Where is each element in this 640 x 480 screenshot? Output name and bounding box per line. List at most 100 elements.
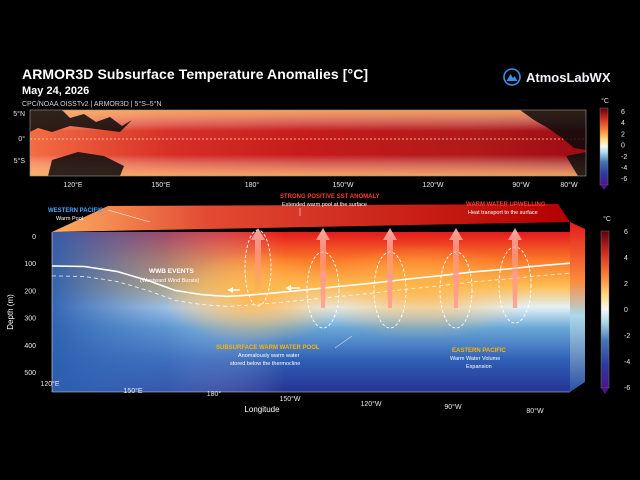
sst-map-field-edge <box>30 110 586 176</box>
map-x-tick-label: 80°W <box>560 181 578 189</box>
australia-land <box>48 152 124 176</box>
page-title: ARMOR3D Subsurface Temperature Anomalies… <box>22 66 369 82</box>
map-y-tick-label: 5°N <box>13 110 25 118</box>
annotation-subsurface-pool: SUBSURFACE WARM WATER POOL Anomalously w… <box>216 335 353 367</box>
upwelling-zone-2 <box>306 251 340 329</box>
upwelling-zone-5 <box>498 246 532 324</box>
annotation-title: SUBSURFACE WARM WATER POOL <box>216 345 320 351</box>
map-x-tick-label: 120°E <box>63 181 82 189</box>
section-y-tick-label: 0 <box>32 234 36 241</box>
map-x-tick-label: 120°W <box>422 181 443 189</box>
sst-colorbar <box>599 107 609 186</box>
annotation-leader <box>107 209 151 223</box>
annotation-title: WWB EVENTS <box>149 268 194 275</box>
section-x-tick-label: 150°W <box>279 395 300 403</box>
annotation-text-2: stored below the thermocline <box>230 361 300 367</box>
section-colorbar-tick-label: -2 <box>624 333 630 340</box>
annotation-wwb: WWB EVENTS (Westward Wind Bursts) <box>140 268 199 284</box>
section-y-tick-label: 200 <box>24 288 36 295</box>
data-source: CPC/NOAA OISSTv2 | ARMOR3D | 5°S–5°N <box>22 101 162 108</box>
depth-section: 0 100 200 300 400 500 120°E 150°E 180° 150°W 120°… <box>6 194 585 415</box>
sst-colorbar-tick-label: -6 <box>621 176 627 183</box>
section-east-face <box>570 222 585 392</box>
central-america-land <box>520 110 586 150</box>
section-x-tick-label: 80°W <box>526 407 544 415</box>
section-colorbar <box>600 230 610 389</box>
upwelling-arrow-small <box>510 270 520 308</box>
map-x-tick-label: 150°E <box>151 181 170 189</box>
south-america-land <box>566 152 586 176</box>
annotation-title: EASTERN PACIFIC <box>452 348 507 354</box>
wwb-arrow-1-head <box>228 287 233 293</box>
upwelling-arrow-small <box>385 270 395 308</box>
thermocline-line <box>51 262 571 298</box>
annotation-text: (Westward Wind Bursts) <box>140 278 199 284</box>
section-front-field <box>52 232 570 392</box>
upwelling-zone-1 <box>244 229 272 307</box>
section-west-cool <box>52 232 570 392</box>
map-x-tick-label: 180° <box>245 181 260 189</box>
annotation-text: Warm Pool <box>56 216 83 222</box>
section-colorbar-tick-label: 6 <box>624 229 628 236</box>
section-colorbar-tick-label: -6 <box>624 385 630 392</box>
upwelling-arrow <box>316 228 330 300</box>
section-y-tick-label: 400 <box>24 343 36 350</box>
brand-name: AtmosLabWX <box>526 69 611 85</box>
eastern-warm-expansion-shape <box>310 244 530 340</box>
sst-map-frame <box>29 109 587 177</box>
upwelling-arrows <box>251 228 522 308</box>
subsurface-warm-pool-shape <box>165 252 345 344</box>
upwelling-arrow <box>508 228 522 300</box>
upwelling-zone-4 <box>439 251 473 329</box>
annotation-text: Extended warm pool at the surface <box>282 202 367 208</box>
section-colorbar-extend-low <box>601 388 609 394</box>
sst-colorbar-tick-label: -4 <box>621 165 627 172</box>
wwb-arrow-2-head <box>286 285 291 291</box>
sst-colorbar-tick-label: 0 <box>621 143 625 150</box>
sst-colorbar-tick-label: 4 <box>621 120 625 127</box>
annotation-eastern-pacific: EASTERN PACIFIC Warm Water Volume Expans… <box>450 348 507 370</box>
annotation-text: Anomalously warm water <box>238 353 300 359</box>
upwelling-zones <box>244 229 532 329</box>
section-y-tick-label: 100 <box>24 261 36 268</box>
annotation-text-2: Expansion <box>466 364 492 370</box>
sst-colorbar-tick-label: 6 <box>621 109 625 116</box>
annotation-text: Heat transport to the surface <box>468 210 538 216</box>
map-y-tick-label: 0° <box>18 135 25 143</box>
sst-colorbar-tick-label: 2 <box>621 131 625 138</box>
section-x-tick-label: 180° <box>207 390 222 398</box>
upwelling-arrow <box>449 228 463 300</box>
section-colorbar-tick-label: 2 <box>624 281 628 288</box>
map-x-tick-label: 150°W <box>332 181 353 189</box>
annotation-strong-sst: STRONG POSITIVE SST ANOMALY Extended war… <box>280 194 380 216</box>
annotation-text: Warm Water Volume <box>450 356 500 362</box>
upwelling-arrow <box>383 228 397 300</box>
page-date: May 24, 2026 <box>22 85 90 97</box>
upwelling-arrow <box>251 228 265 290</box>
sst-colorbar-tick-label: -2 <box>621 154 627 161</box>
wwb-arrows <box>228 285 300 293</box>
map-y-tick-label: 5°S <box>14 157 26 165</box>
upwelling-arrow-small <box>318 270 328 308</box>
section-y-tick-label: 300 <box>24 316 36 323</box>
section-colorbar-tick-label: 4 <box>624 255 628 262</box>
annotation-title: WESTERN PACIFIC <box>48 208 104 214</box>
sst-colorbar-extend-low <box>600 185 608 190</box>
annotation-leader <box>334 335 353 349</box>
section-x-tick-label: 90°W <box>444 403 462 411</box>
section-colorbar-unit: °C <box>603 215 611 223</box>
section-colorbar-tick-label: -4 <box>624 359 630 366</box>
sst-map: 5°N 0° 5°S 120°E 150°E 180° 150°W 120°W 90°W 80°… <box>13 109 587 189</box>
section-x-axis-label: Longitude <box>244 405 280 414</box>
section-y-axis-label: Depth (m) <box>6 294 15 330</box>
sst-map-field <box>30 110 586 176</box>
section-x-tick-label: 120°E <box>40 380 59 388</box>
annotation-title: WARM WATER UPWELLING <box>466 202 546 208</box>
upwelling-arrow-small <box>451 270 461 308</box>
section-y-tick-label: 500 <box>24 370 36 377</box>
section-x-tick-label: 120°W <box>360 400 381 408</box>
annotation-title: STRONG POSITIVE SST ANOMALY <box>280 194 380 200</box>
brand-logo: AtmosLabWX <box>503 68 611 86</box>
section-colorbar-tick-label: 0 <box>624 307 628 314</box>
surface-top-face <box>52 204 570 232</box>
